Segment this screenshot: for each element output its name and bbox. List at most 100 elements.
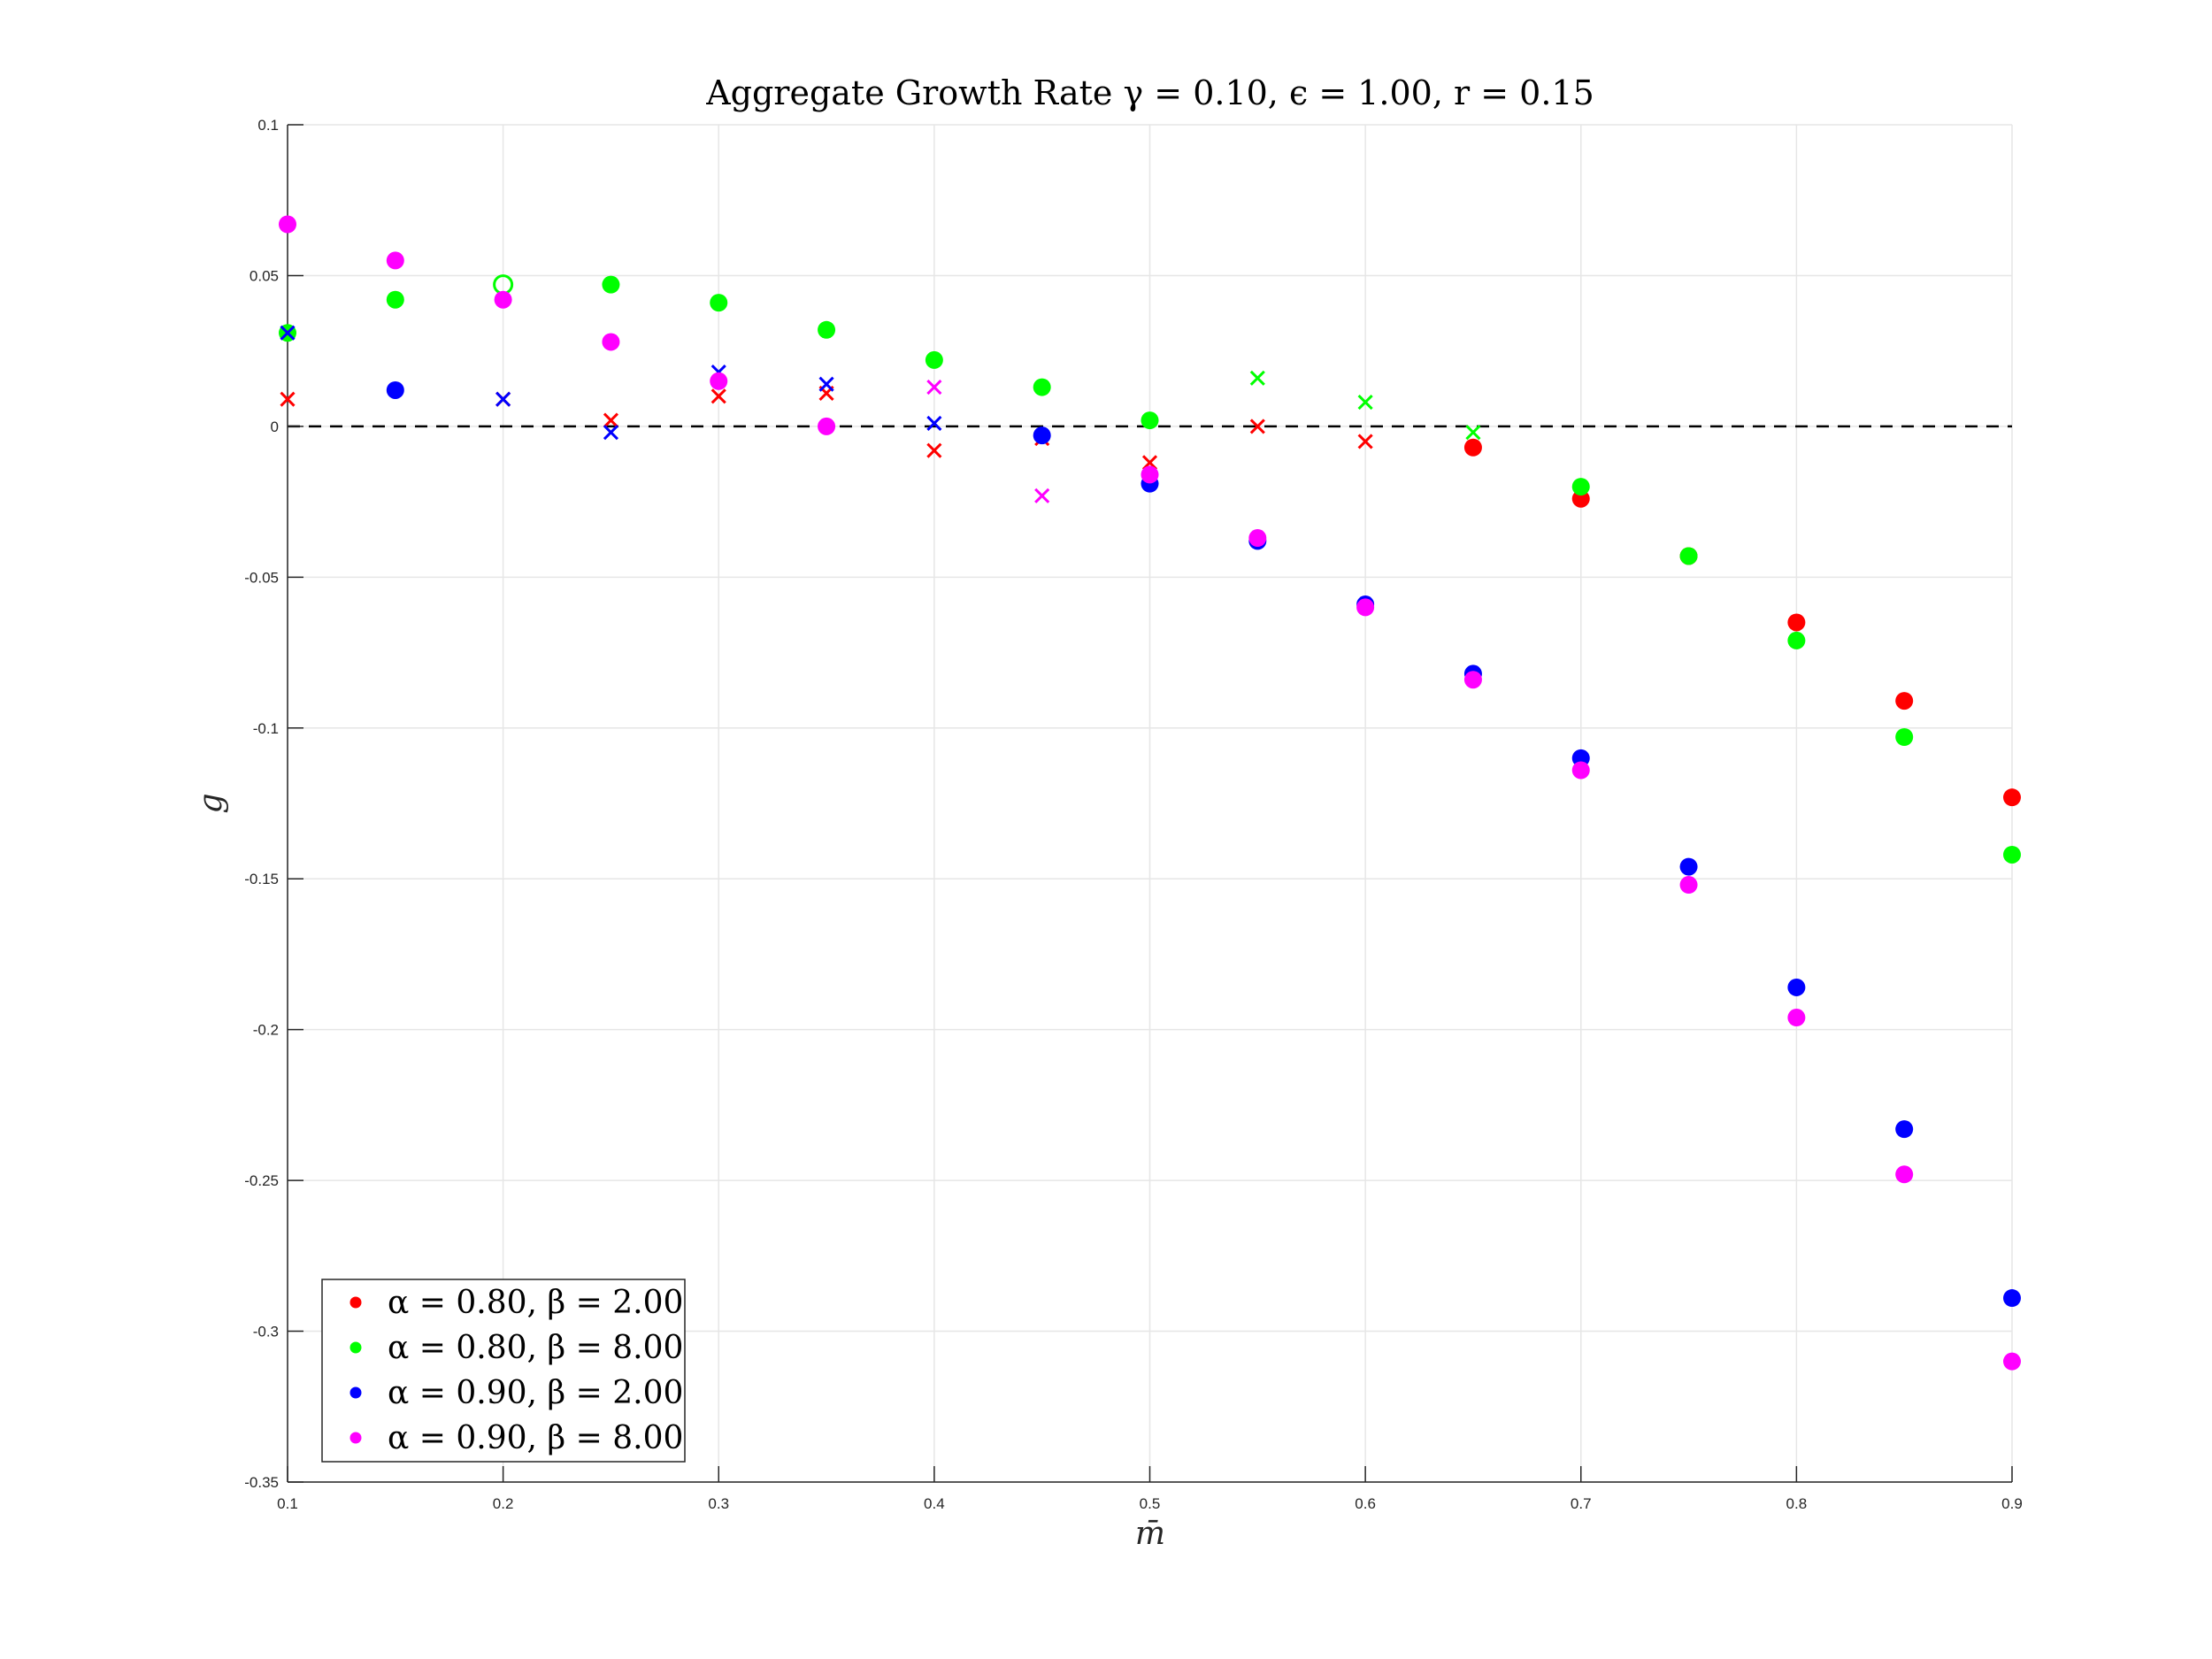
- y-tick-label: 0.05: [250, 267, 279, 284]
- y-tick-label: -0.25: [244, 1172, 279, 1189]
- axes: [287, 124, 2013, 1483]
- cross-point: [1249, 370, 1265, 386]
- filled-point: [386, 251, 404, 270]
- cross-stroke: [926, 380, 942, 396]
- filled-point: [1356, 598, 1375, 617]
- cross-point: [710, 388, 726, 404]
- y-axis-label: g: [193, 793, 229, 813]
- cross-stroke: [603, 425, 618, 441]
- x-tick-label: 0.2: [493, 1495, 514, 1512]
- cross-stroke: [280, 391, 296, 407]
- legend: α = 0.80, β = 2.00 α = 0.80, β = 8.00 α = …: [321, 1279, 686, 1463]
- cross-point: [926, 415, 942, 432]
- filled-point: [1787, 613, 1806, 632]
- x-tick-label: 0.7: [1571, 1495, 1592, 1512]
- filled-point: [710, 372, 728, 390]
- filled-point: [1141, 411, 1159, 430]
- filled-point: [1248, 529, 1267, 548]
- filled-point: [1787, 978, 1806, 996]
- filled-point: [1895, 728, 1914, 747]
- cross-stroke: [818, 376, 834, 392]
- chart-title: Aggregate Growth Rate γ = 0.10, ϵ = 1.00…: [705, 73, 1594, 112]
- filled-point: [1679, 876, 1698, 895]
- x-tick-label: 0.6: [1355, 1495, 1376, 1512]
- series-3: [279, 215, 2021, 1371]
- y-tick-label: -0.15: [244, 871, 279, 887]
- filled-point: [1895, 1120, 1914, 1139]
- filled-point: [494, 290, 512, 309]
- legend-label: α = 0.80, β = 2.00: [388, 1285, 683, 1321]
- x-tick-label: 0.8: [1786, 1495, 1808, 1512]
- legend-marker: [349, 1341, 362, 1354]
- cross-stroke: [280, 325, 296, 341]
- filled-point: [602, 275, 620, 294]
- filled-point: [2003, 788, 2021, 807]
- filled-point: [1463, 671, 1482, 689]
- cross-point: [1357, 395, 1373, 411]
- legend-marker: [349, 1432, 362, 1444]
- x-tick-label: 0.3: [708, 1495, 729, 1512]
- legend-label: α = 0.90, β = 2.00: [388, 1375, 683, 1411]
- filled-point: [1033, 426, 1051, 445]
- cross-stroke: [1249, 419, 1265, 434]
- cross-stroke: [1249, 370, 1265, 386]
- x-tick-label: 0.5: [1140, 1495, 1161, 1512]
- cross-point: [280, 325, 296, 341]
- filled-point: [1571, 478, 1590, 496]
- cross-point: [1249, 419, 1265, 434]
- filled-point: [710, 294, 728, 312]
- series-1: [279, 274, 2021, 864]
- x-axis-label: m̄: [1135, 1516, 1165, 1552]
- cross-point: [1465, 425, 1481, 441]
- y-tick-label: -0.05: [244, 569, 279, 586]
- filled-point: [925, 350, 943, 369]
- cross-stroke: [603, 412, 618, 428]
- cross-point: [495, 391, 511, 407]
- filled-point: [602, 333, 620, 351]
- filled-point: [1141, 465, 1159, 484]
- filled-point: [1463, 438, 1482, 457]
- x-tick-label: 0.1: [277, 1495, 298, 1512]
- filled-point: [818, 320, 836, 339]
- y-tick-label: -0.3: [253, 1324, 279, 1340]
- x-tick-label: 0.4: [924, 1495, 945, 1512]
- filled-point: [1895, 692, 1914, 710]
- y-tick-label: -0.2: [253, 1022, 279, 1039]
- filled-point: [2003, 845, 2021, 864]
- cross-point: [603, 412, 618, 428]
- y-tick-label: 0.1: [257, 117, 279, 134]
- cross-point: [926, 380, 942, 396]
- legend-marker: [349, 1386, 362, 1399]
- filled-point: [386, 290, 404, 309]
- y-tick-labels: 0.1 0.05 0 -0.05 -0.1 -0.15 -0.2 -0.25 -0.3 -0.35: [244, 117, 279, 1491]
- legend-box: [321, 1279, 686, 1463]
- filled-point: [2003, 1352, 2021, 1371]
- filled-point: [279, 215, 296, 234]
- cross-point: [1357, 434, 1373, 449]
- y-tick-label: -0.35: [244, 1474, 279, 1491]
- filled-point: [1787, 631, 1806, 649]
- x-tick-label: 0.9: [2001, 1495, 2023, 1512]
- cross-stroke: [495, 391, 511, 407]
- cross-stroke: [1357, 434, 1373, 449]
- cross-point: [1034, 488, 1050, 503]
- cross-stroke: [710, 388, 726, 404]
- data-points: [279, 215, 2021, 1371]
- filled-point: [2003, 1289, 2021, 1308]
- cross-stroke: [1465, 425, 1481, 441]
- filled-point: [1033, 378, 1051, 396]
- cross-stroke: [1034, 488, 1050, 503]
- legend-marker: [349, 1296, 362, 1309]
- x-tick-labels: 0.1 0.2 0.3 0.4 0.5 0.6 0.7 0.8 0.9: [277, 1495, 2023, 1512]
- filled-point: [386, 380, 404, 399]
- cross-point: [603, 425, 618, 441]
- cross-stroke: [926, 415, 942, 432]
- cross-point: [926, 442, 942, 458]
- legend-label: α = 0.90, β = 8.00: [388, 1420, 683, 1456]
- filled-point: [1571, 761, 1590, 780]
- legend-label: α = 0.80, β = 8.00: [388, 1330, 683, 1366]
- filled-point: [1895, 1165, 1914, 1184]
- cross-stroke: [1357, 395, 1373, 411]
- filled-point: [1679, 547, 1698, 565]
